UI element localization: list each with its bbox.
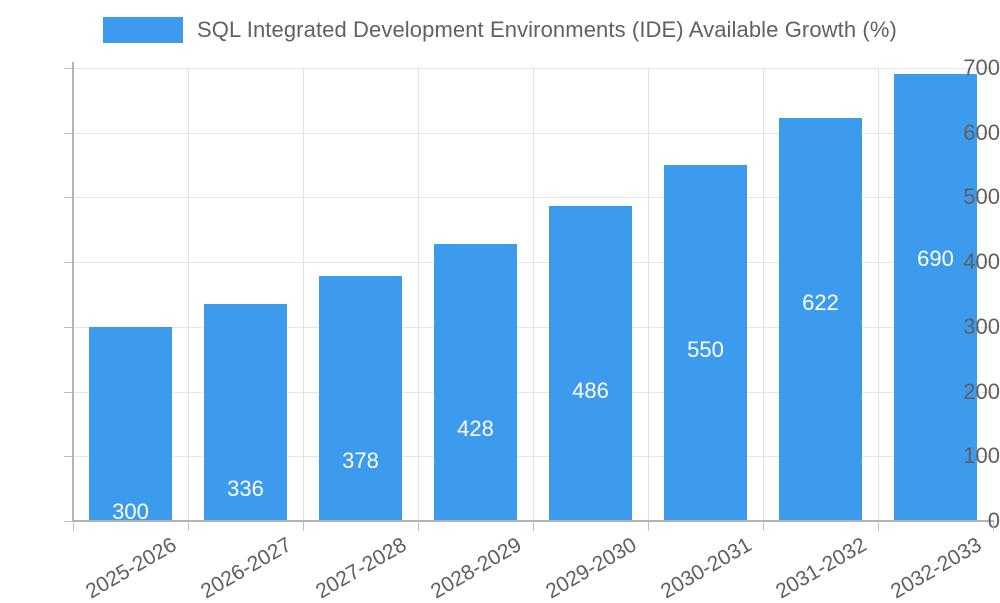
y-axis-tick-mark bbox=[64, 326, 72, 328]
x-axis-tick-label: 2028-2029 bbox=[426, 533, 525, 603]
vertical-gridline bbox=[418, 68, 419, 521]
x-axis-tick-mark bbox=[418, 522, 419, 531]
x-axis-tick-label: 2032-2033 bbox=[886, 533, 985, 603]
x-axis-tick-label: 2026-2027 bbox=[196, 533, 295, 603]
x-axis-tick-mark bbox=[188, 522, 189, 531]
bar-value-label: 550 bbox=[687, 337, 724, 363]
bar[interactable] bbox=[664, 165, 747, 521]
bar[interactable] bbox=[89, 326, 172, 521]
bar-value-label: 428 bbox=[457, 416, 494, 442]
vertical-gridline bbox=[878, 68, 879, 521]
x-axis-tick-mark bbox=[533, 522, 534, 531]
bar-value-label: 622 bbox=[802, 290, 839, 316]
y-axis-tick-label: 0 bbox=[987, 508, 1000, 533]
y-axis-tick-mark bbox=[64, 68, 72, 69]
x-axis-tick-mark bbox=[303, 522, 304, 531]
y-axis-tick-label: 400 bbox=[963, 249, 1000, 275]
y-axis-tick-mark bbox=[64, 391, 72, 393]
x-axis-line bbox=[72, 520, 994, 522]
x-axis-tick-label: 2025-2026 bbox=[81, 533, 180, 603]
y-axis-tick-label: 200 bbox=[963, 378, 1000, 404]
legend-label: SQL Integrated Development Environments … bbox=[197, 17, 897, 42]
plot-area: 300 336 378 428 486 550 622 690 bbox=[73, 68, 993, 524]
legend-color-swatch-icon bbox=[103, 17, 184, 43]
bar[interactable] bbox=[434, 244, 517, 521]
bar[interactable] bbox=[204, 303, 287, 521]
y-axis-tick-label: 100 bbox=[963, 443, 1000, 469]
x-axis-tick-mark bbox=[73, 522, 74, 531]
bar[interactable] bbox=[549, 206, 632, 521]
vertical-gridline bbox=[648, 68, 649, 521]
x-axis-tick-mark bbox=[648, 522, 649, 531]
y-axis-tick-label: 700 bbox=[963, 55, 1000, 80]
y-axis-tick-mark bbox=[64, 132, 72, 134]
bar-value-label: 378 bbox=[342, 448, 379, 474]
vertical-gridline bbox=[533, 68, 534, 521]
bar-value-label: 486 bbox=[572, 378, 609, 404]
x-axis-tick-label: 2029-2030 bbox=[541, 533, 640, 603]
vertical-gridline bbox=[303, 68, 304, 521]
y-axis-tick-mark bbox=[64, 197, 72, 199]
y-axis-tick-label: 600 bbox=[963, 119, 1000, 145]
x-axis-tick-label: 2027-2028 bbox=[311, 533, 410, 603]
bar-value-label: 690 bbox=[917, 246, 954, 272]
x-axis-tick-label: 2031-2032 bbox=[771, 533, 870, 603]
x-axis-tick-mark bbox=[993, 522, 994, 531]
bar[interactable] bbox=[894, 74, 977, 521]
y-axis-tick-mark bbox=[64, 456, 72, 458]
vertical-gridline bbox=[188, 68, 189, 521]
y-axis-tick-label: 500 bbox=[963, 184, 1000, 210]
y-axis-tick-label: 300 bbox=[963, 313, 1000, 339]
y-axis-line bbox=[72, 62, 74, 522]
x-axis-tick-mark bbox=[763, 522, 764, 531]
bar[interactable] bbox=[779, 118, 862, 521]
chart-legend[interactable]: SQL Integrated Development Environments … bbox=[0, 14, 1000, 46]
bar-value-label: 336 bbox=[227, 475, 264, 501]
vertical-gridline bbox=[763, 68, 764, 521]
bar[interactable] bbox=[319, 276, 402, 521]
bar-value-label: 300 bbox=[112, 498, 149, 524]
x-axis-tick-mark bbox=[878, 522, 879, 531]
y-axis-tick-mark bbox=[64, 262, 72, 264]
x-axis-tick-label: 2030-2031 bbox=[656, 533, 755, 603]
y-axis-tick-mark bbox=[64, 521, 72, 522]
